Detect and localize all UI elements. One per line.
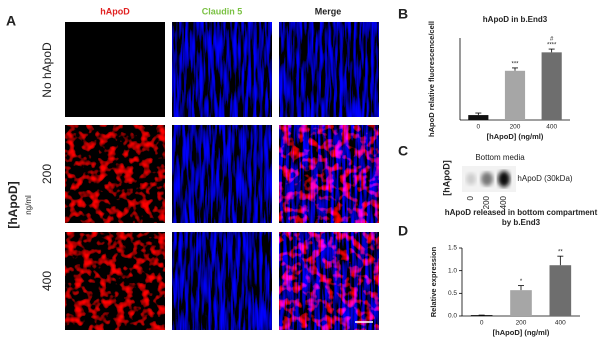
column-header: hApoD (100, 6, 130, 16)
chart-title: hApoD released in bottom compartment (445, 208, 598, 217)
significance-label: *** (511, 62, 519, 68)
panel-label: D (398, 223, 408, 239)
lane-label: 0 (466, 195, 475, 200)
micrograph (65, 125, 165, 223)
significance-label: * (520, 279, 523, 285)
blot-band-label: hApoD (30kDa) (517, 174, 572, 183)
panel-label: C (398, 143, 408, 159)
y-tick-label: 1.5 (448, 245, 457, 252)
micrograph (172, 22, 272, 117)
x-axis-label: [hApoD] (ng/ml) (493, 328, 550, 337)
x-tick-label: 0 (477, 124, 481, 131)
row-label: 200 (40, 164, 54, 184)
column-header: Merge (315, 6, 342, 16)
chart-title: by b.End3 (502, 218, 541, 227)
x-axis-label: [hApoD] (ng/ml) (487, 132, 544, 141)
blot-side-label: [hApoD] (441, 160, 451, 196)
column-header: Claudin 5 (202, 6, 243, 16)
y-axis-label: Relative expression (429, 246, 438, 317)
bar (549, 265, 572, 316)
group-label: [hApoD] (6, 181, 20, 228)
panel-label: A (6, 13, 16, 29)
y-axis-label: hApoD relative fluorescence/cell (427, 21, 436, 137)
western-blot (462, 166, 516, 192)
significance-label: ** (558, 250, 563, 256)
micrograph (279, 232, 379, 330)
group-unit: ng/ml (24, 195, 33, 215)
micrographs (65, 22, 379, 330)
x-tick-label: 200 (516, 320, 527, 327)
x-tick-label: 0 (480, 320, 484, 327)
blot-band (466, 173, 476, 185)
micrograph (65, 232, 165, 330)
blot-band (498, 171, 510, 187)
micrograph (279, 125, 379, 223)
micrograph (279, 22, 379, 117)
row-label: No hApoD (40, 42, 54, 98)
bar (504, 70, 526, 120)
bar (470, 315, 493, 316)
micrograph (172, 125, 272, 223)
lane-label: 400 (499, 195, 508, 209)
x-tick-label: 200 (510, 124, 521, 131)
micrograph (65, 22, 165, 117)
significance-label: **** (547, 43, 557, 49)
bar (468, 115, 489, 120)
y-tick-label: 1.0 (448, 267, 457, 274)
x-tick-label: 400 (546, 124, 557, 131)
y-tick-label: 0.5 (448, 290, 457, 297)
bar (510, 290, 532, 316)
lane-label: 200 (482, 195, 491, 209)
panel-label: B (398, 6, 408, 22)
blot-title: Bottom media (475, 153, 525, 162)
micrograph (172, 232, 272, 330)
significance-label: # (550, 37, 554, 43)
blot-band (481, 172, 493, 186)
x-tick-label: 400 (555, 320, 566, 327)
row-label: 400 (40, 271, 54, 291)
chart-title: hApoD in b.End3 (483, 15, 548, 24)
y-tick-label: 0.0 (448, 313, 457, 320)
bar (541, 52, 562, 120)
